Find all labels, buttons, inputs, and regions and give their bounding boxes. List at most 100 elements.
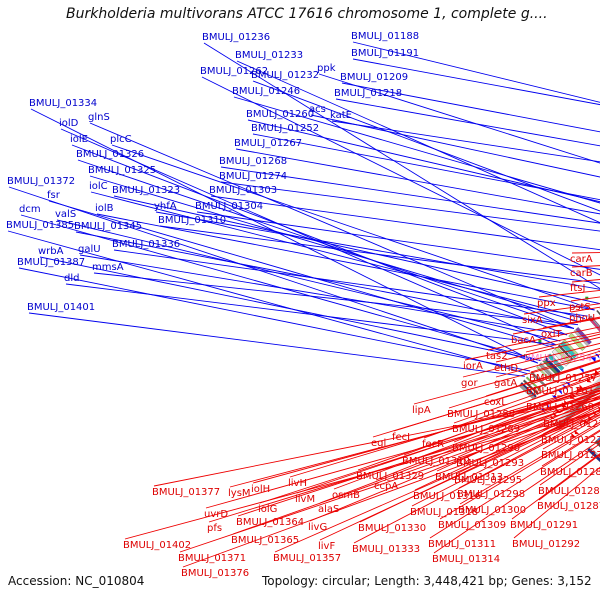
- forward-gene-label: fsr: [47, 190, 61, 201]
- forward-gene-label: BMULJ_01191: [351, 48, 419, 59]
- reverse-gene-label: livG: [308, 522, 327, 533]
- reverse-gene-label: fecI: [392, 432, 410, 443]
- reverse-gene-label: oxlT: [541, 329, 563, 340]
- ruler-label: 1500 kbp: [599, 246, 600, 256]
- forward-gene-label-leader: [90, 191, 586, 320]
- forward-gene-label: BMULJ_01345: [74, 221, 142, 232]
- reverse-gene-label: iolG: [258, 504, 277, 515]
- forward-gene-label: BMULJ_01326: [76, 149, 144, 160]
- forward-gene-label-leader: [247, 119, 600, 203]
- forward-gene-label: BMULJ_01336: [112, 239, 180, 250]
- reverse-gene-label: alaS: [318, 504, 339, 515]
- reverse-gene-label: BMULJ_01357: [273, 553, 341, 564]
- reverse-gene-label-leader: [459, 421, 600, 505]
- feature-dot: [538, 339, 542, 343]
- gene-category-block: [596, 309, 600, 316]
- reverse-gene-label-leader: [413, 354, 600, 405]
- reverse-gene-label: livF: [318, 541, 335, 552]
- reverse-gene-label: iorA: [463, 361, 483, 372]
- forward-gene-label-leader: [318, 73, 600, 164]
- reverse-gene-label-leader: [289, 383, 600, 478]
- reverse-gene-label-leader: [453, 382, 600, 443]
- reverse-gene-label: BMULJ_01311: [428, 539, 496, 550]
- forward-gene-label: BMULJ_01260: [246, 109, 314, 120]
- reverse-gene-label-leader: [433, 439, 600, 554]
- forward-gene-label: BMULJ_01268: [219, 156, 287, 167]
- reverse-gene-label: BMULJ_01314: [432, 554, 500, 565]
- reverse-gene-label-leader: [542, 416, 600, 450]
- forward-gene-label-leader: [352, 41, 600, 103]
- forward-gene-label-leader: [30, 108, 539, 364]
- forward-gene-label: katE: [330, 110, 352, 121]
- reverse-gene-label: BMULJ_01292: [512, 539, 580, 550]
- reverse-gene-label: BMULJ_01316: [413, 491, 481, 502]
- reverse-gene-label-leader: [542, 316, 600, 329]
- forward-gene-label: dld: [64, 273, 79, 284]
- forward-gene-label-leader: [113, 249, 588, 317]
- forward-gene-label: galU: [78, 244, 101, 255]
- reverse-gene-label: BMULJ_01330: [358, 523, 426, 534]
- forward-gene-label-leader: [252, 80, 600, 212]
- reverse-gene-label-leader: [237, 398, 600, 517]
- reverse-gene-label: ftsJ: [570, 283, 585, 294]
- forward-gene-label-leader: [335, 98, 600, 147]
- reverse-gene-label: egl: [371, 438, 386, 449]
- reverse-gene-label-leader: [353, 414, 600, 544]
- reverse-gene-label: livM: [295, 494, 315, 505]
- forward-gene-label-leader: [65, 283, 557, 346]
- forward-gene-label: BMULJ_01372: [7, 176, 75, 187]
- reverse-gene-label-leader: [259, 392, 600, 504]
- forward-gene-label-leader: [155, 211, 600, 290]
- reverse-gene-label-leader: [252, 387, 600, 484]
- reverse-gene-label: BMULJ_01261: [526, 386, 594, 397]
- reverse-gene-label-leader: [541, 429, 600, 467]
- forward-gene-label-leader: [7, 230, 528, 375]
- reverse-gene-label: BMULJ_01293: [456, 458, 524, 469]
- forward-gene-label: BMULJ_01218: [334, 88, 402, 99]
- reverse-gene-label: BMULJ_01333: [352, 544, 420, 555]
- forward-gene-label-leader: [159, 225, 600, 284]
- forward-gene-label-leader: [56, 219, 561, 342]
- forward-gene-label: BMULJ_01232: [251, 70, 319, 81]
- reverse-gene-label: BMULJ_01283: [540, 467, 600, 478]
- reverse-gene-label: BMULJ_01257: [529, 373, 597, 384]
- reverse-gene-label-leader: [538, 454, 600, 501]
- reverse-gene-label-leader: [495, 336, 600, 363]
- reverse-gene-label: gor: [461, 378, 478, 389]
- reverse-gene-label: lipA: [412, 405, 431, 416]
- forward-gene-arrow: [562, 384, 567, 390]
- forward-gene-label-leader: [310, 114, 600, 178]
- forward-gene-label: iolD: [59, 118, 79, 129]
- reverse-gene-label-leader: [544, 392, 600, 419]
- accession-text: Accession: NC_010804: [8, 574, 145, 588]
- forward-gene-label-leader: [203, 42, 600, 290]
- forward-gene-label: iolE: [70, 134, 88, 145]
- forward-gene-label-leader: [71, 144, 568, 336]
- forward-gene-label: BMULJ_01209: [340, 72, 408, 83]
- forward-gene-label: BMULJ_01385: [6, 220, 74, 231]
- reverse-gene-label-leader: [455, 402, 600, 475]
- reverse-gene-label-leader: [229, 389, 600, 488]
- forward-gene-label-leader: [79, 254, 568, 336]
- forward-gene-label: BMULJ_01236: [202, 32, 270, 43]
- forward-gene-label: wrbA: [38, 246, 64, 257]
- reverse-gene-label: BMULJ_01364: [236, 517, 304, 528]
- reverse-gene-label-leader: [309, 401, 600, 522]
- reverse-gene-label: sixA: [522, 315, 543, 326]
- reverse-gene-label: iolH: [251, 484, 270, 495]
- forward-gene-label-leader: [233, 96, 600, 204]
- reverse-gene-label-leader: [457, 392, 600, 458]
- reverse-gene-label: BMULJ_01298: [457, 489, 525, 500]
- forward-gene-label: iolB: [95, 203, 114, 214]
- reverse-gene-label: BMULJ_01402: [123, 540, 191, 551]
- forward-gene-label: glnS: [88, 112, 110, 123]
- reverse-gene-label: BMULJ_01371: [178, 553, 246, 564]
- reverse-gene-label-leader: [462, 342, 600, 378]
- reverse-gene-label: ethD: [494, 363, 518, 374]
- forward-gene-label: BMULJ_01267: [234, 138, 302, 149]
- forward-gene-label: iolC: [89, 181, 108, 192]
- reverse-gene-label: BMULJ_01318: [410, 507, 478, 518]
- reverse-gene-label-leader: [319, 395, 600, 504]
- forward-gene-label: BMULJ_01310: [158, 215, 226, 226]
